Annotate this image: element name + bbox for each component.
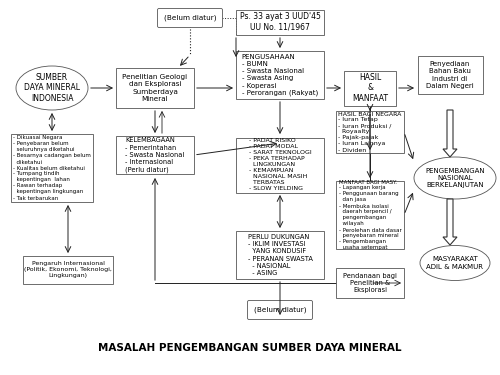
Text: MASALAH PENGEMBANGAN SUMBER DAYA MINERAL: MASALAH PENGEMBANGAN SUMBER DAYA MINERAL bbox=[98, 343, 402, 353]
Bar bbox=[23, 256, 113, 284]
FancyArrow shape bbox=[443, 199, 457, 245]
Text: PERLU DUKUNGAN
- IKLIM INVESTASI
  YANG KONDUSIF
- PERANAN SWASTA
  - NASIONAL
 : PERLU DUKUNGAN - IKLIM INVESTASI YANG KO… bbox=[248, 234, 312, 276]
Bar bbox=[336, 268, 404, 298]
Text: PENGEMBANGAN
NASIONAL
BERKELANJUTAN: PENGEMBANGAN NASIONAL BERKELANJUTAN bbox=[425, 168, 485, 188]
Ellipse shape bbox=[414, 157, 496, 199]
Text: HASIL BAGI NEGARA
- Iuran Tetap
- Iuran Produksi /
  Royaalty
- Pajak-pajak
- Iu: HASIL BAGI NEGARA - Iuran Tetap - Iuran … bbox=[338, 111, 402, 153]
Bar bbox=[236, 51, 324, 99]
Text: - PADAT RISIKO
- PADAT MODAL
- SARAT TEKNOLOGI
- PEKA TERHADAP
  LINGKUNGAN
- KE: - PADAT RISIKO - PADAT MODAL - SARAT TEK… bbox=[248, 138, 312, 192]
Text: MASYARAKAT
ADIL & MAKMUR: MASYARAKAT ADIL & MAKMUR bbox=[426, 256, 484, 270]
Text: Penyediaan
Bahan Baku
Industri di
Dalam Negeri: Penyediaan Bahan Baku Industri di Dalam … bbox=[426, 61, 474, 89]
Bar bbox=[236, 9, 324, 34]
Bar bbox=[116, 68, 194, 108]
FancyBboxPatch shape bbox=[158, 9, 222, 27]
Text: SUMBER
DAYA MINERAL
INDONESIA: SUMBER DAYA MINERAL INDONESIA bbox=[24, 73, 80, 103]
Text: Pengaruh Internasional
(Politik, Ekonomi, Teknologi,
Lingkungan): Pengaruh Internasional (Politik, Ekonomi… bbox=[24, 261, 112, 279]
Text: (Belum diatur): (Belum diatur) bbox=[164, 15, 216, 21]
FancyArrow shape bbox=[443, 110, 457, 157]
Bar bbox=[344, 70, 396, 105]
Text: HASIL
&
MANFAAT: HASIL & MANFAAT bbox=[352, 73, 388, 103]
Ellipse shape bbox=[420, 246, 490, 280]
FancyBboxPatch shape bbox=[248, 300, 312, 320]
Bar bbox=[236, 138, 324, 192]
Bar bbox=[418, 56, 482, 94]
Text: Pendanaan bagi
Penelitian &
Eksplorasi: Pendanaan bagi Penelitian & Eksplorasi bbox=[343, 273, 397, 293]
Bar bbox=[236, 231, 324, 279]
Text: Penelitian Geologi
dan Eksplorasi
Sumberdaya
Mineral: Penelitian Geologi dan Eksplorasi Sumber… bbox=[122, 74, 188, 102]
Text: Ps. 33 ayat 3 UUD'45
UU No. 11/1967: Ps. 33 ayat 3 UUD'45 UU No. 11/1967 bbox=[240, 12, 320, 32]
Bar bbox=[116, 136, 194, 174]
Bar bbox=[336, 111, 404, 153]
Text: PENGUSAHAAN
- BUMN
- Swasta Nasional
- Swasta Asing
- Koperasi
- Perorangan (Rak: PENGUSAHAAN - BUMN - Swasta Nasional - S… bbox=[242, 54, 318, 96]
Text: MANFAAT BAGI MASY.
- Lapangan kerja
- Penggunaan barang
  dan jasa
- Membuka iso: MANFAAT BAGI MASY. - Lapangan kerja - Pe… bbox=[338, 180, 402, 251]
Text: - Dikuasai Negara
- Penyebaran belum
  seluruhnya diketahui
- Besarnya cadangan : - Dikuasai Negara - Penyebaran belum sel… bbox=[13, 135, 91, 201]
Ellipse shape bbox=[16, 66, 88, 110]
Bar bbox=[11, 134, 93, 202]
Text: (Belum diatur): (Belum diatur) bbox=[254, 307, 306, 313]
Bar bbox=[336, 181, 404, 249]
Text: KELEMBAGAAN
- Pemerintahan
- Swasta Nasional
- Internasional
(Perlu diatur): KELEMBAGAAN - Pemerintahan - Swasta Nasi… bbox=[126, 137, 184, 173]
